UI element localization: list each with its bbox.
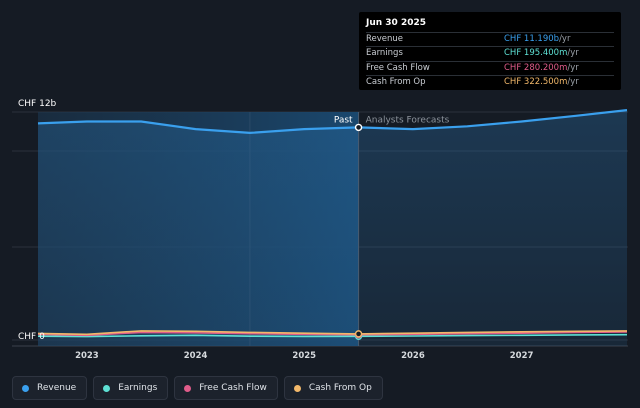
- x-tick-label: 2023: [75, 351, 99, 361]
- legend-dot-icon: [22, 384, 29, 392]
- tooltip-date: Jun 30 2025: [366, 18, 427, 28]
- tooltip-row-value: CHF 280.200m: [504, 62, 568, 73]
- legend-label: Earnings: [118, 383, 158, 393]
- legend-label: Free Cash Flow: [199, 383, 267, 393]
- tooltip-row: Cash From Op CHF 322.500m /yr: [366, 74, 614, 89]
- revenue-area: [38, 110, 627, 346]
- legend-label: Cash From Op: [308, 383, 372, 393]
- series-areas: [38, 110, 627, 346]
- forecast-label: Analysts Forecasts: [366, 115, 450, 125]
- x-tick-label: 2024: [184, 351, 208, 361]
- tooltip-rows: Revenue CHF 11.190b /yr Earnings CHF 195.40…: [366, 32, 614, 89]
- tooltip-row-unit: /yr: [567, 62, 579, 73]
- x-axis-ticks: 2023 2024 2025 2026 2027: [75, 351, 533, 361]
- x-tick-label: 2026: [401, 351, 425, 361]
- legend-item-cash-from-op[interactable]: Cash From Op: [283, 376, 383, 400]
- tooltip-row: Free Cash Flow CHF 280.200m /yr: [366, 60, 614, 75]
- tooltip-row-unit: /yr: [567, 48, 579, 59]
- y-axis-top-label: CHF 12b: [18, 99, 57, 109]
- series-markers: [354, 123, 363, 340]
- free-cash-flow-line: [37, 331, 628, 337]
- revenue-line: [37, 109, 628, 135]
- legend-item-revenue[interactable]: Revenue: [12, 376, 88, 400]
- tooltip-row-unit: /yr: [559, 34, 571, 44]
- tooltip-row-value: CHF 195.400m: [504, 48, 568, 59]
- earnings-line: [37, 333, 628, 338]
- tooltip-row-label: Earnings: [366, 48, 403, 59]
- past-label: Past: [334, 115, 353, 125]
- cash-from-op-line: [37, 330, 628, 336]
- legend-dot-icon: [103, 384, 111, 392]
- legend-dot-icon: [293, 384, 301, 392]
- series-lines: [37, 109, 628, 338]
- tooltip-row: Earnings CHF 195.400m /yr: [366, 46, 614, 60]
- legend-item-earnings[interactable]: Earnings: [93, 376, 169, 400]
- tooltip-row-value: CHF 11.190b: [504, 34, 560, 44]
- cash-from-op-marker: [354, 330, 363, 338]
- tooltip-row-value: CHF 322.500m: [504, 76, 568, 87]
- y-axis-bottom-label: CHF 0: [18, 332, 45, 342]
- chart: Past Analysts Forecasts CHF 12b CHF 0 20…: [12, 99, 628, 361]
- legend-item-free-cash-flow[interactable]: Free Cash Flow: [174, 376, 278, 400]
- tooltip: Jun 30 2025 Revenue CHF 11.190b /yr Earnin…: [359, 12, 621, 90]
- tooltip-row-label: Cash From Op: [366, 76, 426, 87]
- tooltip-row-label: Free Cash Flow: [366, 62, 430, 73]
- x-tick-label: 2027: [510, 351, 534, 361]
- tooltip-row-unit: /yr: [567, 76, 579, 87]
- legend-label: Revenue: [37, 383, 77, 393]
- tooltip-row: Revenue CHF 11.190b /yr: [366, 32, 614, 46]
- x-tick-label: 2025: [292, 351, 316, 361]
- revenue-marker: [354, 123, 363, 132]
- legend-dot-icon: [184, 384, 192, 392]
- tooltip-row-label: Revenue: [366, 34, 404, 44]
- legend: Revenue Earnings Free Cash Flow Cash From O…: [12, 376, 383, 401]
